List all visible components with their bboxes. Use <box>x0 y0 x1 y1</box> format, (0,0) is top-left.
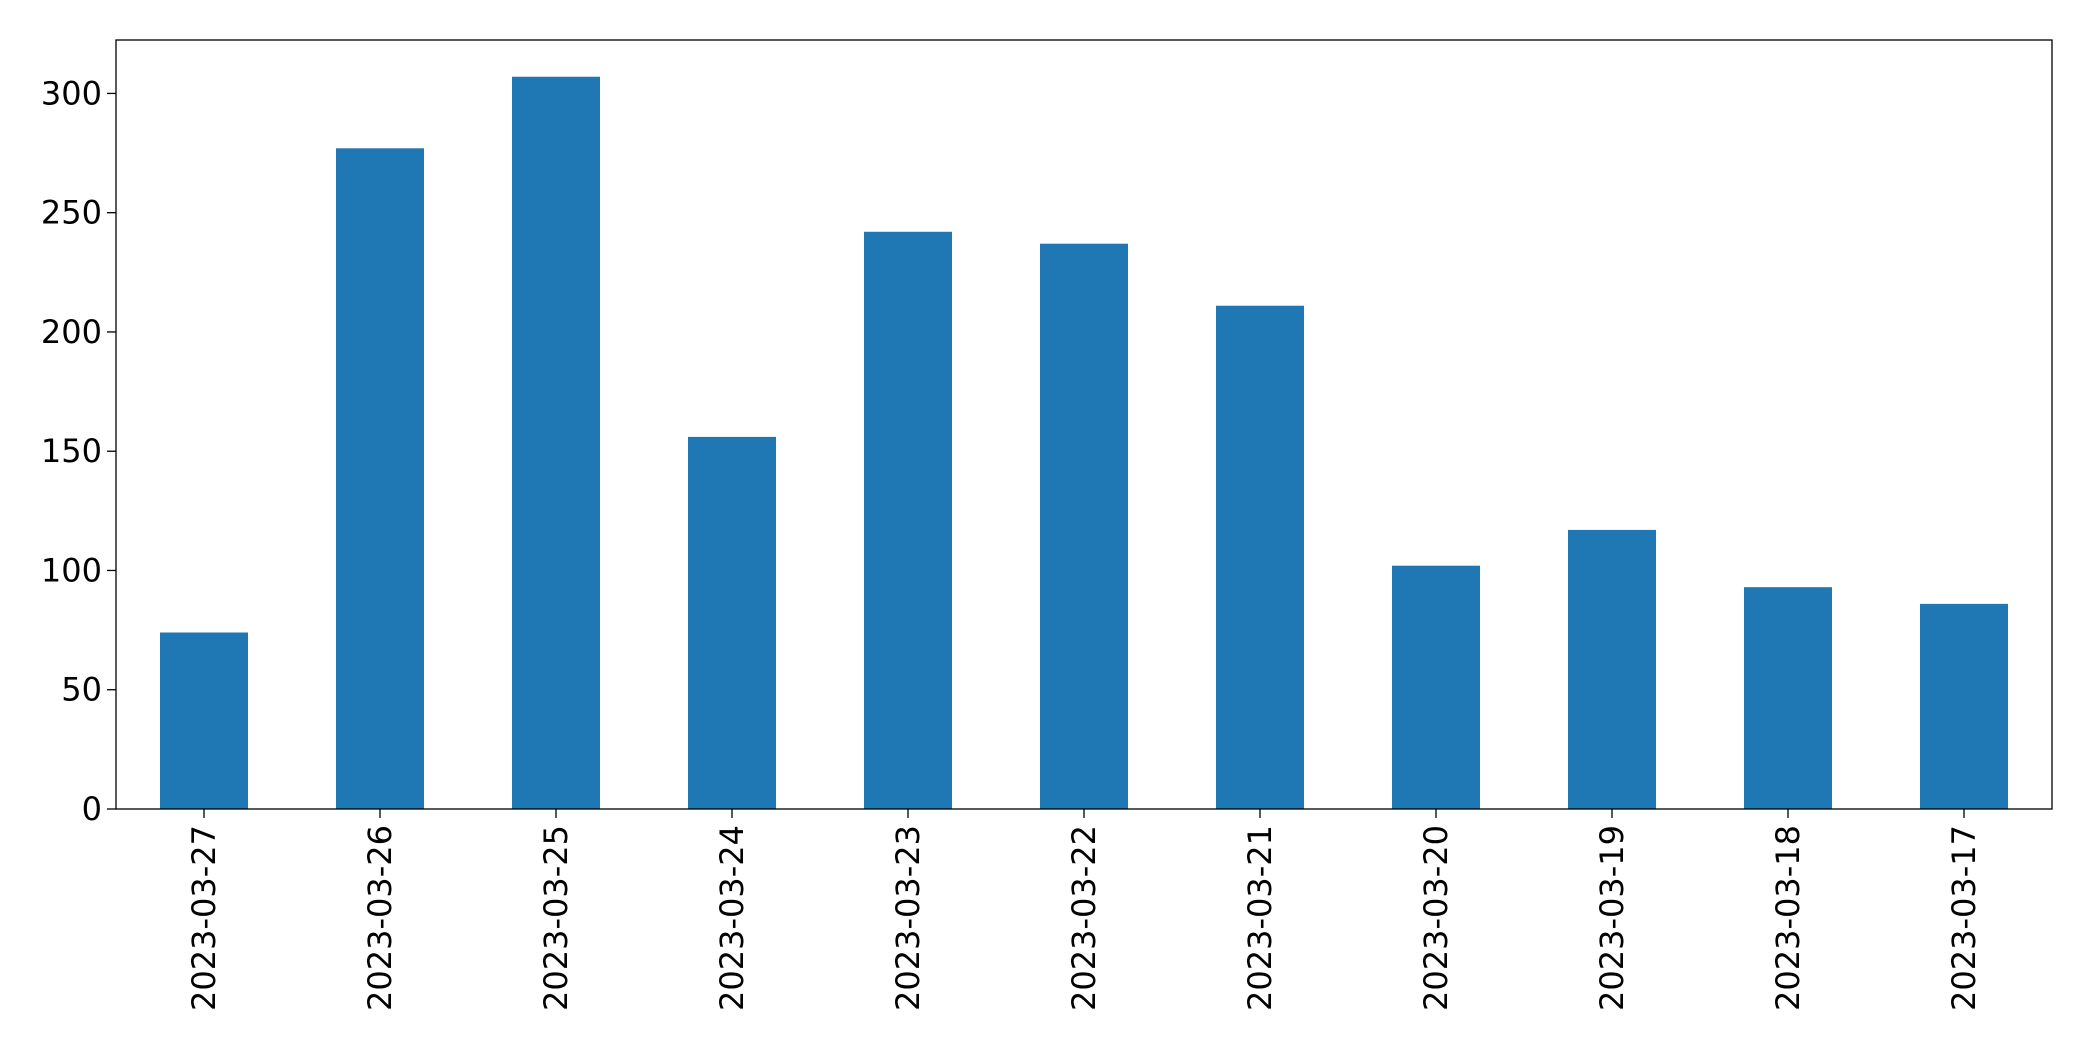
x-tick-label: 2023-03-26 <box>361 825 399 1011</box>
bar <box>864 231 952 809</box>
y-tick-label: 0 <box>82 790 102 828</box>
x-tick-label: 2023-03-19 <box>1593 825 1631 1011</box>
y-tick-label: 100 <box>41 551 102 589</box>
x-tick-label: 2023-03-17 <box>1945 825 1983 1011</box>
bar <box>160 632 248 809</box>
x-tick-label: 2023-03-18 <box>1769 825 1807 1011</box>
x-tick-label: 2023-03-21 <box>1241 825 1279 1011</box>
x-tick-label: 2023-03-23 <box>889 825 927 1011</box>
x-tick-label: 2023-03-27 <box>185 825 223 1011</box>
bar <box>1392 565 1480 809</box>
plot-frame <box>115 39 2053 810</box>
bar <box>1920 603 2008 809</box>
y-tick-label: 300 <box>41 74 102 112</box>
bar <box>1744 587 1832 809</box>
y-tick-label: 50 <box>61 671 102 709</box>
bar <box>1040 243 1128 810</box>
y-tick-label: 150 <box>41 432 102 470</box>
x-tick-label: 2023-03-20 <box>1417 825 1455 1011</box>
bar <box>1568 529 1656 809</box>
x-tick-label: 2023-03-24 <box>713 825 751 1011</box>
bar <box>1216 305 1304 809</box>
x-tick-label: 2023-03-22 <box>1065 825 1103 1011</box>
bar <box>336 148 424 810</box>
x-tick-label: 2023-03-25 <box>537 825 575 1011</box>
y-tick-label: 250 <box>41 194 102 232</box>
bar <box>688 436 776 809</box>
y-tick-label: 200 <box>41 313 102 351</box>
bar <box>512 76 600 810</box>
